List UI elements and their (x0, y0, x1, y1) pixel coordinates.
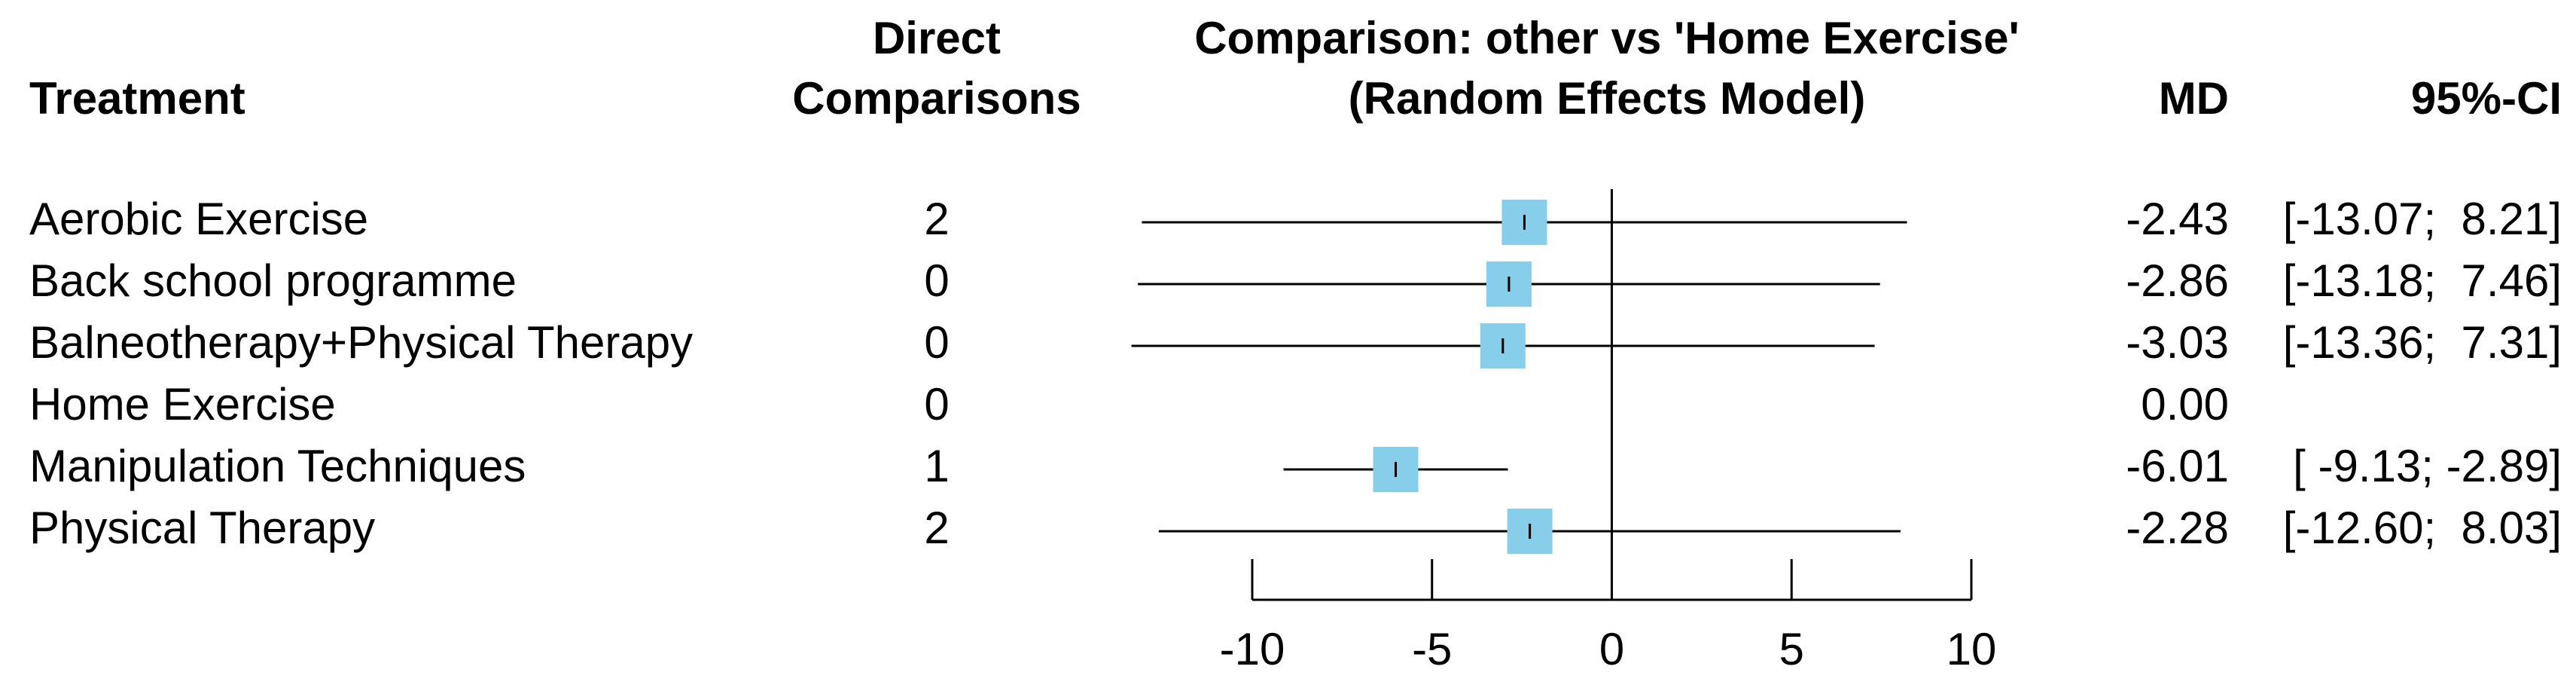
chart-subtitle: (Random Effects Model) (1349, 73, 1866, 124)
direct-count: 0 (924, 255, 949, 306)
direct-count: 0 (924, 379, 949, 430)
ci-label: [-13.36; 7.31] (2283, 317, 2562, 368)
treatment-label: Back school programme (29, 255, 517, 306)
md-header: MD (2159, 73, 2229, 124)
md-label: -2.86 (2126, 255, 2229, 306)
treatment-label: Aerobic Exercise (29, 194, 368, 244)
direct-header: Comparisons (792, 73, 1081, 124)
md-label: -2.28 (2126, 503, 2229, 553)
treatment-label: Physical Therapy (29, 503, 375, 553)
md-label: -2.43 (2126, 194, 2229, 244)
ci-label: [-12.60; 8.03] (2283, 503, 2562, 553)
ci-label: [ -9.13; -2.89] (2293, 441, 2562, 491)
md-label: -6.01 (2126, 441, 2229, 491)
treatment-header: Treatment (29, 73, 245, 124)
md-label: 0.00 (2141, 379, 2229, 430)
ci-header: 95%-CI (2411, 73, 2562, 124)
treatment-label: Home Exercise (29, 379, 336, 430)
direct-count: 0 (924, 317, 949, 368)
direct-count: 2 (924, 503, 949, 553)
chart-title: Comparison: other vs 'Home Exercise' (1194, 13, 2020, 63)
x-tick-label: 5 (1779, 624, 1804, 674)
ci-label: [-13.07; 8.21] (2283, 194, 2562, 244)
x-tick-label: -5 (1412, 624, 1452, 674)
direct-count: 1 (924, 441, 949, 491)
x-tick-label: 0 (1599, 624, 1624, 674)
ci-label: [-13.18; 7.46] (2283, 255, 2562, 306)
md-label: -3.03 (2126, 317, 2229, 368)
x-tick-label: -10 (1220, 624, 1285, 674)
treatment-label: Manipulation Techniques (29, 441, 526, 491)
treatment-label: Balneotherapy+Physical Therapy (29, 317, 693, 368)
direct-count: 2 (924, 194, 949, 244)
x-tick-label: 10 (1946, 624, 1997, 674)
direct-header: Direct (873, 13, 1001, 63)
